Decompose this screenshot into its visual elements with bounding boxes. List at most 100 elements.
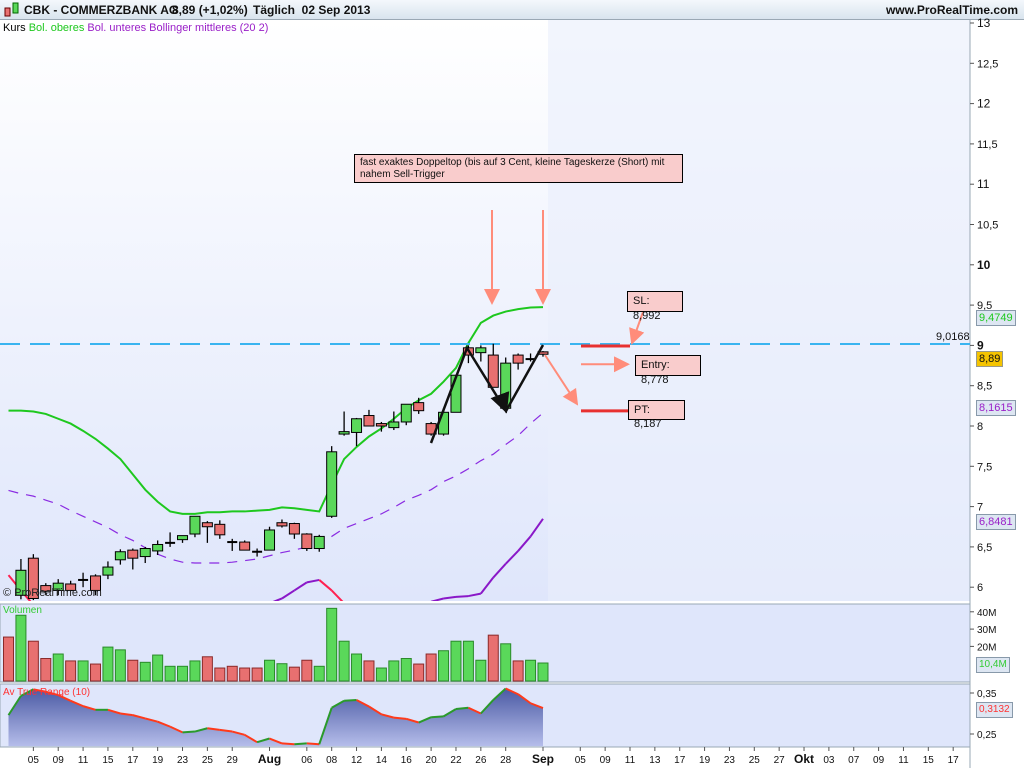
atr-line-segment (381, 713, 395, 719)
atr-line-segment (393, 716, 407, 720)
x-tick-label: 26 (475, 755, 487, 766)
volume-bar (177, 665, 189, 682)
volume-bar (276, 663, 288, 682)
atr-line-segment (443, 708, 457, 718)
candle-body (40, 585, 52, 592)
candle (78, 572, 89, 588)
x-tick-label: 15 (102, 755, 114, 766)
bollinger-lower-segment (430, 597, 444, 601)
legend: Kurs Bol. oberes Bol. unteres Bollinger … (3, 22, 268, 34)
atr-line-segment (405, 717, 419, 724)
candle (65, 580, 77, 592)
volume-bar (226, 665, 238, 682)
candle-body (52, 582, 64, 591)
volume-bar (525, 659, 537, 682)
atr-line-segment (344, 698, 357, 702)
volume-bar (326, 607, 338, 682)
volume-bar (351, 653, 363, 682)
candle (313, 534, 325, 552)
x-tick-label: 11 (898, 755, 909, 766)
candle (375, 421, 387, 432)
y-tick-label: 8,5 (977, 381, 992, 393)
x-tick-label: 17 (948, 755, 960, 766)
y-tick-label: 7,5 (977, 461, 992, 473)
bollinger-upper-line (8, 306, 544, 515)
atr-line-segment (530, 702, 544, 710)
atr-line-segment (132, 714, 146, 720)
candle (288, 522, 300, 539)
volume-bar (363, 660, 375, 682)
volume-bar (375, 667, 387, 682)
legend-lower-band: Bol. unteres (87, 22, 147, 34)
volume-bar (425, 653, 437, 682)
x-tick-label: 15 (923, 755, 935, 766)
volume-bar (239, 667, 251, 682)
volume-bar (450, 640, 462, 682)
atr-line-segment (33, 688, 46, 693)
y-tick-label: 8 (977, 421, 983, 433)
candle-body (326, 451, 338, 517)
atr-line-segment (480, 699, 495, 715)
bollinger-lower-segment (272, 597, 283, 601)
atr-line-segment (455, 706, 469, 710)
candle-body (475, 347, 487, 354)
volume-bar (40, 658, 52, 682)
candle (15, 558, 27, 600)
candle (252, 548, 263, 557)
x-tick-label: 25 (749, 755, 761, 766)
y-tick-label: 11,5 (977, 139, 998, 151)
future-area-bg (548, 20, 970, 601)
candle (189, 515, 201, 538)
volume-bar (487, 634, 499, 682)
bollinger-lower-segment (293, 581, 308, 592)
candle-body (214, 523, 226, 536)
volume-bar (65, 660, 77, 682)
candle (165, 532, 176, 547)
y-tick-label: 12 (977, 97, 991, 111)
atr-line-segment (431, 715, 444, 719)
atr-line-segment (182, 730, 196, 734)
atr-line-segment (157, 720, 171, 728)
x-axis-bg (0, 747, 1024, 768)
candle (227, 538, 238, 551)
bollinger-lower-segment (455, 595, 469, 598)
bollinger-lower-segment (306, 578, 320, 584)
volume-bar (251, 667, 263, 682)
candle (27, 554, 39, 601)
double-top-zigzag (429, 344, 545, 444)
volume-bar (15, 614, 27, 682)
volume-bar (102, 646, 114, 682)
volume-bar (500, 643, 512, 682)
candle (127, 548, 139, 570)
x-tick-label: 13 (649, 755, 661, 766)
stop-loss-arrow (629, 311, 645, 345)
x-tick-label: 25 (202, 755, 214, 766)
volume-bar (462, 640, 474, 682)
candle-body (363, 415, 375, 427)
atr-line-segment (368, 705, 382, 716)
site-link[interactable]: www.ProRealTime.com (885, 3, 1018, 17)
candle (276, 519, 288, 528)
volume-bar (288, 666, 300, 682)
zigzag-arrow (490, 391, 510, 414)
candle-body (127, 549, 139, 559)
atr-line-segment (82, 705, 96, 711)
candle-body (450, 374, 462, 413)
last-price: 8,89 (+1,02%) (172, 3, 248, 17)
candlestick-logo-icon (4, 2, 19, 17)
atr-line-segment (219, 728, 233, 733)
candle (388, 411, 400, 431)
x-tick-label: 23 (724, 755, 736, 766)
volume-bar (388, 660, 400, 682)
bollinger-lower-segment (318, 579, 333, 592)
profit-target-label: PT: 8,187 (628, 400, 685, 430)
volume-bar (77, 660, 89, 682)
x-tick-label: 28 (500, 755, 512, 766)
atr-line-segment (70, 699, 84, 708)
watermark: © ProRealTime.com (3, 587, 102, 599)
volume-bar (313, 665, 325, 682)
candle (52, 579, 64, 596)
x-tick-label: 11 (78, 755, 89, 766)
candle (326, 446, 338, 518)
